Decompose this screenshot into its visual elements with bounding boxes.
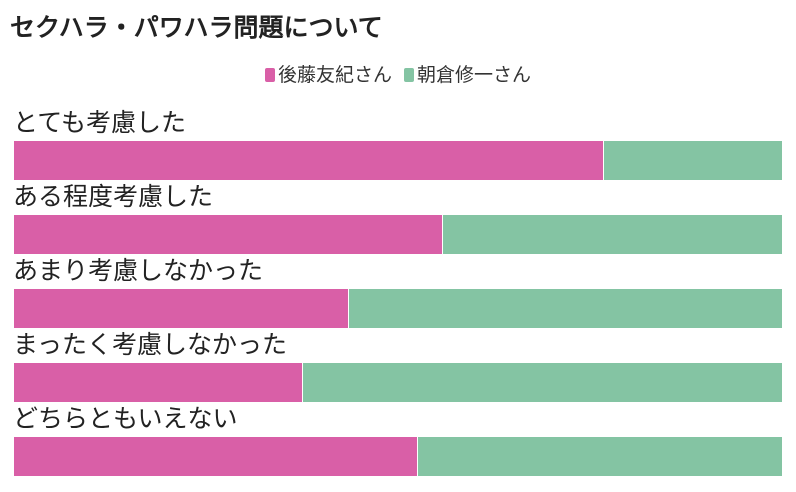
bar-segment-series-a <box>14 289 349 328</box>
bar-segment-series-a <box>14 363 302 402</box>
bar-row <box>14 289 782 328</box>
bar-segment-series-b <box>603 141 782 180</box>
category-label: どちらともいえない <box>13 404 238 433</box>
bar-segment-series-b <box>348 289 782 328</box>
bar-row <box>14 141 782 180</box>
bar-row <box>14 437 782 476</box>
bar-segment-series-a <box>14 437 418 476</box>
bar-segment-series-b <box>417 437 782 476</box>
legend-item-series-b: 朝倉修一さん <box>404 60 531 87</box>
category-label: まったく考慮しなかった <box>13 330 288 359</box>
bar-segment-series-b <box>441 215 782 254</box>
category-label: ある程度考慮した <box>13 182 214 211</box>
category-label: あまり考慮しなかった <box>13 256 264 285</box>
legend-swatch-series-a <box>264 68 275 82</box>
legend: 後藤友紀さん 朝倉修一さん <box>0 60 796 87</box>
category-label: とても考慮した <box>13 108 187 137</box>
legend-label-series-b: 朝倉修一さん <box>417 64 532 86</box>
legend-item-series-a: 後藤友紀さん <box>264 60 392 87</box>
chart-title: セクハラ・パワハラ問題について <box>10 13 383 42</box>
bar-segment-series-a <box>14 141 604 180</box>
bar-row <box>14 363 782 402</box>
bar-segment-series-a <box>14 215 442 254</box>
bar-row <box>14 215 782 254</box>
legend-label-series-a: 後藤友紀さん <box>277 64 392 86</box>
bar-segment-series-b <box>302 363 782 402</box>
legend-swatch-series-b <box>404 68 415 82</box>
